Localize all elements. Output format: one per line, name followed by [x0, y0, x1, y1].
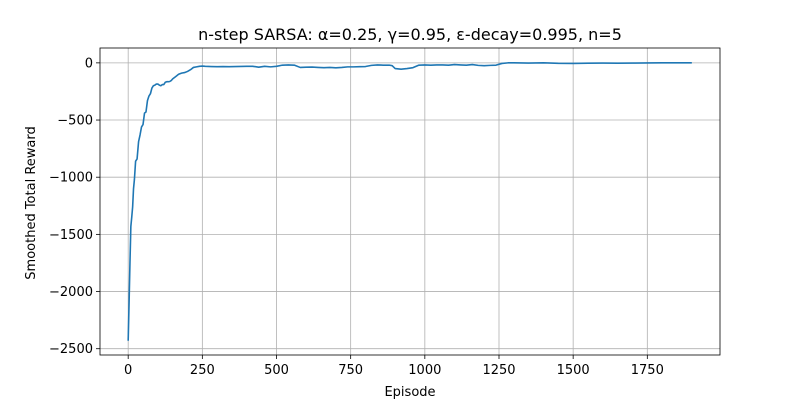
plot-frame [99, 47, 721, 356]
y-tick-label: −2500 [49, 342, 93, 357]
series-layer [127, 62, 692, 341]
y-tick-label: −500 [57, 114, 93, 129]
x-tick-label: 1750 [631, 363, 664, 378]
x-tick-label: 250 [190, 363, 215, 378]
x-tick-label: 1500 [557, 363, 590, 378]
y-axis-label: Smoothed Total Reward [24, 126, 39, 279]
y-tick-label: −1000 [49, 171, 93, 186]
series-line [127, 62, 692, 341]
chart-title: n-step SARSA: α=0.25, γ=0.95, ε-decay=0.… [198, 25, 622, 44]
x-tick-label: 1250 [482, 363, 515, 378]
grid-layer [100, 48, 720, 355]
y-axis: 0 −500 −1000 −1500 −2000 −2500 [49, 56, 100, 357]
y-tick-label: −1500 [49, 228, 93, 243]
y-tick-label: −2000 [49, 285, 93, 300]
x-tick-label: 0 [124, 363, 132, 378]
y-tick-label: 0 [85, 56, 93, 71]
x-tick-label: 1000 [408, 363, 441, 378]
x-axis: 0 250 500 750 1000 1250 1500 1750 [124, 355, 664, 378]
x-tick-label: 750 [338, 363, 363, 378]
x-tick-label: 500 [264, 363, 289, 378]
x-axis-label: Episode [384, 385, 435, 400]
